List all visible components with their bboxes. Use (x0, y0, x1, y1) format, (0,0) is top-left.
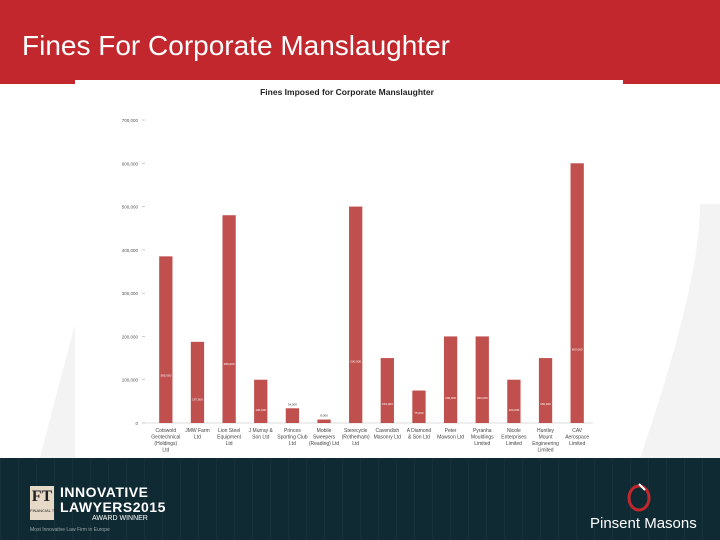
footer (0, 458, 720, 540)
bar-chart: Fines Imposed for Corporate Manslaughter… (122, 87, 593, 454)
bar (538, 358, 553, 423)
brand-name: Pinsent Masons (590, 515, 697, 532)
bar (507, 379, 521, 423)
x-axis-labels: Cotswold Geotechnical (Holdings) Ltd JMW Far… (151, 428, 589, 454)
bar (570, 163, 584, 423)
y-tick-label: 100,000 (122, 378, 139, 383)
y-tick-label: 700,000 (122, 118, 139, 123)
bar (254, 379, 268, 423)
chart-title: Fines Imposed for Corporate Manslaughter (260, 87, 434, 97)
pinsent-masons-logo-icon (627, 483, 651, 512)
x-tick-label: Cotswold Geotechnical (Holdings) Ltd (151, 428, 180, 454)
bar (190, 341, 205, 423)
y-tick-label: 200,000 (122, 334, 139, 339)
bar (443, 336, 458, 423)
x-tick-label: Nicole Enterprises Limited (501, 428, 527, 447)
x-tick-label: Mobile Sweepers (Reading) Ltd (309, 428, 340, 447)
bar (349, 206, 363, 423)
bar-value-label: 600,000 (572, 347, 583, 351)
y-tick-label: 500,000 (122, 205, 139, 210)
bar (475, 336, 489, 423)
chart-panel: Fines Imposed for Corporate Manslaughter… (75, 80, 623, 480)
bar-value-label: 385,000 (160, 373, 171, 377)
bar-value-label: 150,000 (540, 402, 551, 406)
ft-logo: FT (30, 486, 54, 520)
bar-value-label: 480,000 (224, 362, 235, 366)
bar-value-label: 187,500 (192, 397, 203, 401)
bar (412, 390, 426, 423)
y-tick-label: 400,000 (122, 248, 139, 253)
x-tick-label: Princes Sporting Club Ltd (277, 428, 308, 447)
award-line-4: Most Innovative Law Firm in Europe (30, 527, 110, 533)
y-tick-label: 300,000 (122, 291, 139, 296)
award-line-2: LAWYERS2015 (60, 499, 166, 515)
bar (222, 215, 236, 423)
bar (159, 256, 173, 423)
bar-value-label: 75,000 (414, 411, 424, 415)
bar (285, 408, 300, 423)
bar-value-label: 200,000 (477, 396, 488, 400)
x-tick-label: JMW Farm Ltd (185, 428, 209, 441)
x-tick-label: Peter Mawson Ltd (437, 428, 464, 441)
value-labels: 385,000 187,500 480,000 100,000 34,000 8,000 5… (160, 347, 583, 417)
bar-value-label: 500,000 (350, 359, 361, 363)
bar-value-label: 150,000 (382, 402, 393, 406)
ft-logo-caption: FINANCIAL TIMES (30, 508, 65, 513)
bar-value-label: 34,000 (288, 402, 298, 406)
x-tick-label: Huntley Mount Engineering Limited (532, 428, 559, 454)
x-tick-label: CAV Aerospace Limited (565, 428, 589, 447)
x-tick-label: Cavendish Masonry Ltd (374, 428, 402, 441)
bars (159, 163, 584, 423)
x-tick-label: Sterecycle (Rotherham) Ltd (342, 428, 370, 447)
y-tick-label: 0 (135, 421, 138, 426)
x-tick-label: Lion Steel Equipment Ltd (217, 428, 242, 447)
y-tick-label: 600,000 (122, 161, 139, 166)
x-tick-label: A Diamond & Son Ltd (407, 428, 432, 441)
bar-value-label: 8,000 (320, 414, 328, 418)
bar-value-label: 100,000 (255, 408, 266, 412)
bar (380, 358, 394, 423)
x-tick-label: Pyranha Mouldings Limited (471, 428, 494, 447)
x-tick-label: J Murray & Son Ltd (249, 428, 274, 441)
bar-value-label: 200,000 (445, 396, 456, 400)
bar (317, 419, 331, 423)
bar-value-label: 100,000 (508, 408, 519, 412)
slide-title: Fines For Corporate Manslaughter (22, 30, 450, 61)
award-line-1: INNOVATIVE (60, 484, 149, 500)
award-line-3: AWARD WINNER (92, 515, 148, 522)
title-bar: Fines For Corporate Manslaughter (0, 0, 720, 84)
